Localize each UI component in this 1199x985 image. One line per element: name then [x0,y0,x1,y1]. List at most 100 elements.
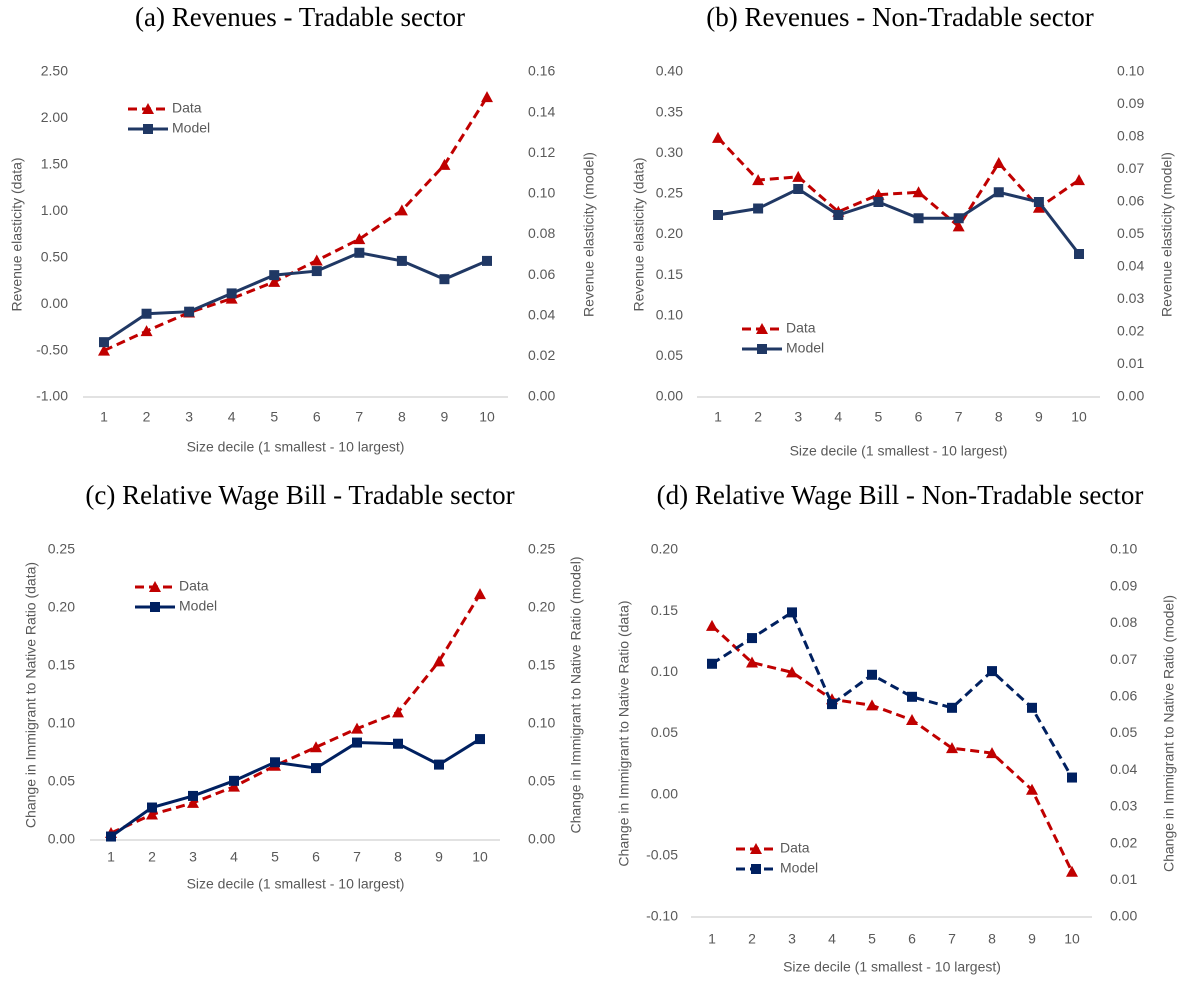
y2-tick-label: 0.02 [1110,834,1137,850]
x-axis-label: Size decile (1 smallest - 10 largest) [187,876,405,892]
x-tick-label: 10 [1064,931,1080,947]
y2-tick-label: 0.05 [1110,724,1137,740]
series-line [717,187,1081,255]
y2-tick-label: 0.08 [1110,614,1137,630]
legend-marker [757,344,767,354]
y2-tick-label: 0.12 [528,144,555,160]
y2-tick-label: 0.06 [528,266,555,282]
x-tick-label: 7 [948,931,956,947]
legend-marker [751,864,761,874]
data-point [146,808,158,820]
data-point [872,188,885,200]
legend-label: Model [172,120,210,136]
y-tick-label: 0.00 [48,831,75,847]
y2-tick-label: 0.16 [528,63,555,79]
data-point [229,775,239,786]
panel-title: (c) Relative Wage Bill - Tradable sector [85,480,514,510]
data-point [99,337,109,348]
data-point [833,210,844,220]
x-tick-label: 9 [435,849,443,865]
x-tick-label: 4 [230,849,238,865]
data-point [706,619,718,631]
data-point [787,607,797,618]
y-tick-label: 0.20 [48,599,75,615]
y2-tick-label: 0.08 [528,225,555,241]
legend-marker [750,843,762,854]
y-tick-label: 0.00 [656,388,683,404]
data-point [993,187,1004,198]
panel-title: (b) Revenues - Non-Tradable sector [706,2,1093,32]
y2-tick-label: 0.06 [1117,193,1144,209]
legend-label: Model [786,340,824,356]
y-tick-label: 0.15 [48,657,75,673]
data-point [707,658,717,669]
data-point [907,691,917,702]
series-line [103,96,489,352]
y-tick-label: 0.10 [656,306,683,322]
data-point [873,197,884,207]
y-tick-label: 0.35 [656,103,683,119]
y2-tick-label: 0.02 [528,347,555,363]
x-tick-label: 10 [479,409,495,425]
data-point [311,763,321,774]
x-tick-label: 6 [312,849,320,865]
y2-tick-label: 0.20 [528,599,555,615]
data-point [351,722,363,734]
data-point [270,757,280,768]
data-point [141,308,152,319]
y-tick-label: 0.15 [656,266,683,282]
legend-marker [143,124,153,134]
y2-tick-label: 0.08 [1117,128,1144,144]
data-point [1026,783,1038,795]
data-point [747,633,757,644]
data-point [269,270,280,281]
x-tick-label: 7 [955,409,963,425]
data-point [1032,201,1045,213]
x-tick-label: 5 [868,931,876,947]
x-tick-label: 4 [228,409,236,425]
legend-marker [150,602,160,612]
x-axis-label: Size decile (1 smallest - 10 largest) [187,439,405,455]
y2-tick-label: 0.00 [1117,388,1144,404]
y2-tick-label: 0.04 [1110,761,1137,777]
series-line [716,136,1080,229]
x-tick-label: 3 [189,849,197,865]
x-tick-label: 8 [398,409,406,425]
y2-tick-label: 0.25 [528,541,555,557]
panel-title: (d) Relative Wage Bill - Non-Tradable se… [657,480,1144,510]
y2-axis-label: Revenue elasticity (model) [581,152,597,317]
data-point [311,266,322,277]
x-tick-label: 1 [714,409,722,425]
y-axis-label: Revenue elasticity (data) [631,157,647,311]
data-point [953,213,964,224]
y-tick-label: 0.10 [651,663,678,679]
y2-tick-label: 0.09 [1117,95,1144,111]
data-point [752,174,765,186]
y-tick-label: 0.10 [48,715,75,731]
x-tick-label: 3 [794,409,802,425]
data-point [1067,772,1077,783]
data-point [1033,197,1044,207]
data-point [946,742,958,754]
y2-tick-label: 0.10 [1117,63,1144,79]
y-tick-label: 1.50 [41,156,68,172]
x-tick-label: 8 [394,849,402,865]
y-tick-label: 2.00 [41,109,68,125]
series-line [710,624,1074,873]
data-point [439,274,450,285]
data-point [986,747,998,759]
y2-tick-label: 0.04 [1117,258,1144,274]
y-tick-label: 0.30 [656,144,683,160]
y2-tick-label: 0.10 [1110,541,1137,557]
data-point [913,213,924,224]
y-tick-label: 0.05 [656,347,683,363]
data-point [184,306,195,317]
data-point [987,666,997,677]
data-point [786,666,798,678]
data-point [352,737,362,748]
y2-axis-label: Change in Immigrant to Native Ratio (mod… [1161,595,1177,872]
legend-marker [142,103,154,114]
y-tick-label: 1.00 [41,202,68,218]
x-tick-label: 1 [107,849,115,865]
